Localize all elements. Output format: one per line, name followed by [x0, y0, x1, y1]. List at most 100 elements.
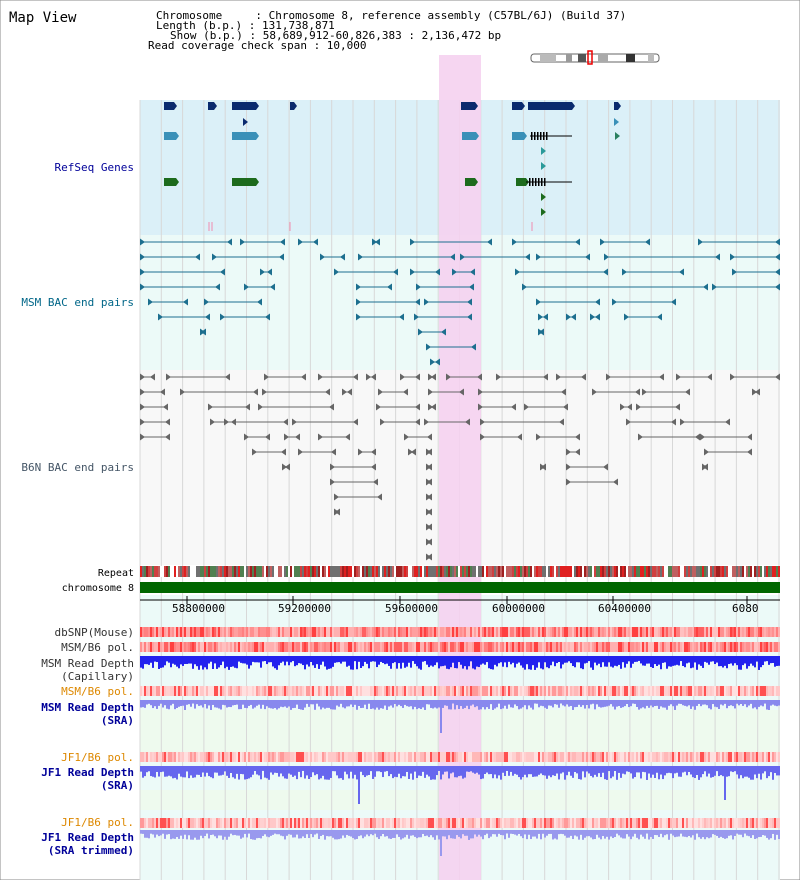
depth-bar	[684, 766, 686, 772]
heat-cell	[530, 686, 532, 696]
depth-bar	[204, 766, 206, 777]
heat-cell	[362, 642, 364, 652]
heat-cell	[746, 642, 748, 652]
depth-bar	[588, 700, 590, 709]
depth-bar	[228, 766, 230, 778]
heat-cell	[158, 818, 160, 828]
heat-cell	[198, 818, 200, 828]
repeat-segment	[368, 566, 370, 577]
depth-bar	[180, 830, 182, 836]
msm-bac-end	[220, 313, 225, 321]
label-jf1-depth-sra: JF1 Read Depth	[41, 766, 134, 779]
heat-cell	[442, 752, 444, 762]
heat-cell	[564, 627, 566, 637]
heat-cell	[430, 642, 432, 652]
heat-cell	[698, 627, 700, 637]
repeat-track[interactable]	[140, 566, 780, 577]
depth-bar	[364, 766, 366, 778]
highlight-region[interactable]	[439, 55, 481, 880]
heat-cell	[644, 686, 646, 696]
depth-bar	[662, 766, 664, 780]
depth-bar	[718, 700, 720, 709]
msm-bac-end	[418, 328, 423, 336]
chromosome-bar[interactable]	[140, 582, 780, 593]
depth-bar	[392, 766, 394, 779]
heat-cell	[216, 627, 218, 637]
heat-cell	[714, 818, 716, 828]
repeat-segment	[328, 566, 330, 577]
msm-bac-end	[595, 298, 600, 306]
heat-cell	[510, 686, 512, 696]
heat-cell	[684, 686, 686, 696]
heat-cell	[238, 627, 240, 637]
msm-bac-end	[450, 253, 455, 261]
depth-bar	[466, 766, 468, 772]
heat-cell	[560, 818, 562, 828]
heat-cell	[212, 627, 214, 637]
depth-tracks[interactable]	[140, 656, 780, 856]
refseq-genes-track[interactable]	[164, 102, 621, 231]
msm-bac-track[interactable]	[140, 238, 780, 366]
heat-cell	[200, 642, 202, 652]
msm-bac-end	[426, 343, 431, 351]
heat-cell	[296, 627, 298, 637]
heat-cell	[228, 818, 230, 828]
msm-bac-end	[140, 283, 145, 291]
heat-cell	[214, 627, 216, 637]
b6n-bac-end	[330, 463, 335, 471]
msm-bac-end	[356, 283, 361, 291]
depth-bar	[346, 766, 348, 775]
depth-bar	[270, 766, 272, 773]
depth-bar	[736, 700, 738, 704]
chromosome-ideogram[interactable]	[530, 50, 660, 65]
depth-bar	[574, 830, 576, 836]
heat-cell	[334, 818, 336, 828]
repeat-segment	[422, 566, 424, 577]
heat-cell	[692, 642, 694, 652]
heat-cell	[360, 642, 362, 652]
heat-cell	[698, 642, 700, 652]
heatmap-tracks[interactable]	[140, 627, 780, 828]
heat-cell	[372, 686, 374, 696]
depth-bar	[166, 700, 168, 709]
repeat-segment	[660, 566, 662, 577]
depth-bar	[240, 766, 242, 774]
heat-cell	[754, 686, 756, 696]
depth-bar	[398, 766, 400, 774]
b6n-bac-track[interactable]	[140, 373, 780, 561]
heat-cell	[202, 642, 204, 652]
heat-cell	[394, 752, 396, 762]
repeat-segment	[166, 566, 168, 577]
heat-cell	[220, 686, 222, 696]
heat-cell	[158, 642, 160, 652]
depth-bar	[544, 656, 546, 663]
b6n-bac-end	[638, 433, 643, 441]
depth-bar	[278, 766, 280, 777]
heat-cell	[738, 752, 740, 762]
depth-bar	[540, 700, 542, 706]
repeat-segment	[268, 566, 270, 577]
repeat-segment	[314, 566, 316, 577]
depth-bar	[348, 766, 350, 779]
depth-bar	[440, 766, 442, 780]
repeat-segment	[426, 566, 428, 577]
heat-cell	[756, 818, 758, 828]
repeat-segment	[156, 566, 158, 577]
depth-bar	[172, 766, 174, 779]
heat-cell	[200, 752, 202, 762]
label-msm-bac: MSM BAC end pairs	[21, 296, 134, 309]
repeat-segment	[222, 566, 224, 577]
heat-cell	[574, 686, 576, 696]
depth-bar	[296, 766, 298, 780]
heat-cell	[176, 752, 178, 762]
heat-cell	[302, 818, 304, 828]
heat-cell	[752, 752, 754, 762]
heat-cell	[694, 642, 696, 652]
depth-bar	[724, 656, 726, 666]
heat-cell	[638, 686, 640, 696]
heat-cell	[160, 752, 162, 762]
depth-bar	[370, 766, 372, 772]
depth-bar	[202, 700, 204, 708]
depth-bar	[202, 830, 204, 839]
heat-cell	[398, 818, 400, 828]
